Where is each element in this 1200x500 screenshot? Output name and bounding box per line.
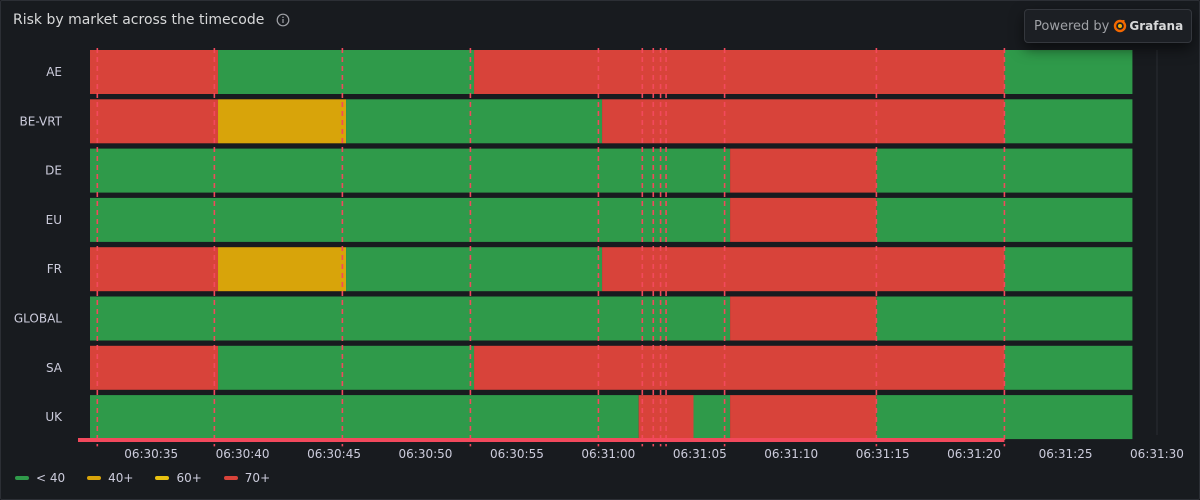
legend-swatch <box>87 476 102 480</box>
row-label-ae: AE <box>46 65 62 79</box>
state-segment <box>346 247 603 292</box>
grafana-logo-icon <box>1113 19 1127 33</box>
legend-swatch <box>223 476 238 480</box>
state-segment <box>218 50 475 94</box>
state-segment <box>1004 345 1133 390</box>
info-icon[interactable] <box>276 13 290 27</box>
state-segment <box>1004 247 1133 292</box>
row-label-sa: SA <box>46 361 63 375</box>
x-tick-label: 06:30:40 <box>216 447 270 461</box>
state-segment <box>90 99 219 144</box>
row-label-uk: UK <box>45 410 63 424</box>
legend-item[interactable]: 40+ <box>87 471 133 485</box>
state-segment <box>730 148 877 193</box>
chart-legend: < 40 40+ 60+ 70+ <box>15 471 292 485</box>
state-segment <box>218 345 475 390</box>
legend-label: 60+ <box>176 471 202 485</box>
state-segment <box>602 247 1005 292</box>
state-segment <box>1004 50 1133 94</box>
x-tick-label: 06:30:45 <box>307 447 361 461</box>
state-segment <box>90 345 219 390</box>
x-tick-label: 06:31:25 <box>1039 447 1093 461</box>
x-tick-label: 06:31:15 <box>856 447 910 461</box>
x-tick-label: 06:31:20 <box>947 447 1001 461</box>
state-segment <box>90 50 219 94</box>
row-label-global: GLOBAL <box>14 312 62 326</box>
legend-item[interactable]: 70+ <box>223 471 271 485</box>
state-segment <box>1004 99 1133 144</box>
x-tick-label: 06:30:55 <box>490 447 544 461</box>
row-label-be-vrt: BE-VRT <box>20 114 63 128</box>
state-segment <box>90 247 219 292</box>
state-segment <box>90 197 731 242</box>
row-label-eu: EU <box>46 213 62 227</box>
state-segment <box>218 247 347 292</box>
legend-label: < 40 <box>36 471 66 485</box>
state-segment <box>730 395 877 440</box>
state-segment <box>90 296 731 341</box>
legend-swatch <box>15 476 29 480</box>
state-segment <box>730 197 877 242</box>
x-tick-label: 06:31:30 <box>1130 447 1184 461</box>
x-tick-label: 06:31:05 <box>673 447 727 461</box>
x-tick-label: 06:30:50 <box>399 447 453 461</box>
x-tick-label: 06:30:35 <box>124 447 178 461</box>
state-segment <box>602 99 1005 144</box>
x-tick-label: 06:31:10 <box>764 447 818 461</box>
state-segment <box>346 99 603 144</box>
state-segment <box>730 296 877 341</box>
state-segment <box>218 99 347 144</box>
grafana-brand: Grafana <box>1129 19 1184 33</box>
row-label-fr: FR <box>47 262 62 276</box>
annotation-range-bar <box>78 438 1005 442</box>
legend-label: 70+ <box>244 471 271 485</box>
panel-header: Risk by market across the timecode <box>13 12 290 28</box>
powered-by-text: Powered by <box>1034 18 1110 34</box>
state-segment <box>90 395 639 440</box>
panel-title: Risk by market across the timecode <box>13 12 265 28</box>
state-segment <box>90 148 731 193</box>
powered-by-badge[interactable]: Powered by Grafana <box>1024 9 1192 43</box>
x-tick-label: 06:31:00 <box>581 447 635 461</box>
state-segment <box>474 345 1005 390</box>
legend-label: 40+ <box>108 471 134 485</box>
legend-item[interactable]: < 40 <box>15 471 65 485</box>
legend-item[interactable]: 60+ <box>155 471 202 485</box>
row-label-de: DE <box>45 164 62 178</box>
state-segment <box>474 50 1005 94</box>
legend-swatch <box>155 476 170 480</box>
